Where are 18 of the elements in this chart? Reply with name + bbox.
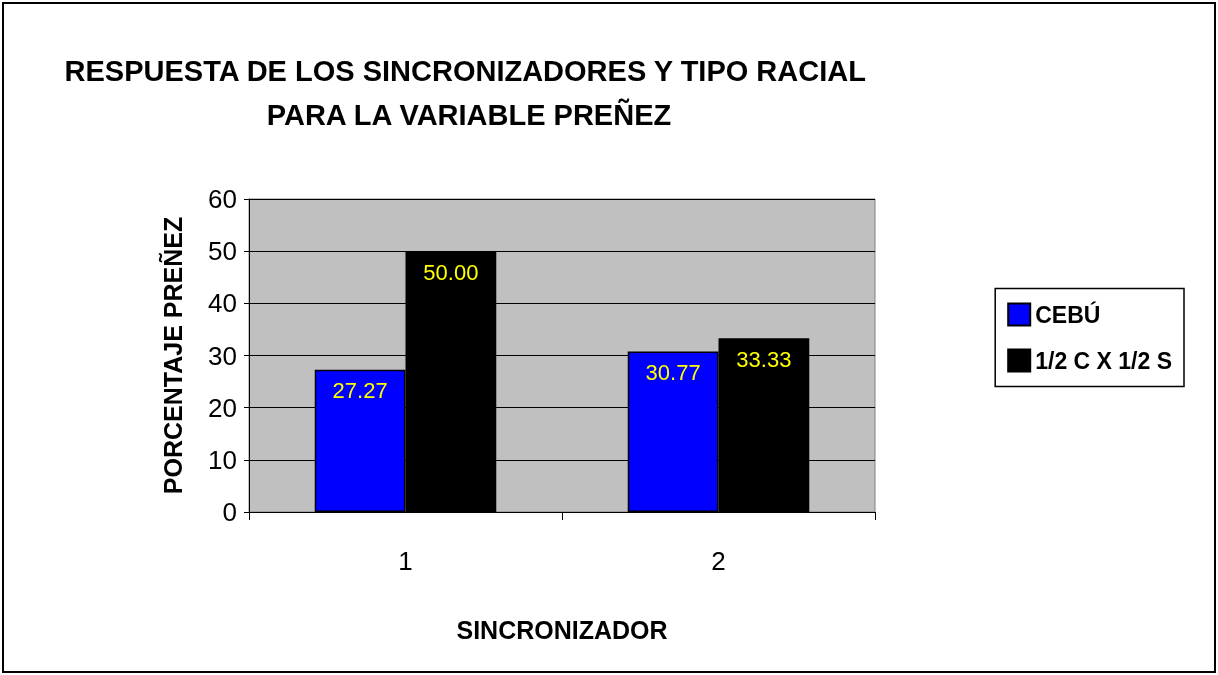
y-tick-label: 10: [208, 444, 237, 475]
y-tick-label: 30: [208, 340, 237, 371]
y-tick-label: 40: [208, 288, 237, 319]
text: 33.33: [736, 346, 792, 372]
text: 27.27: [332, 378, 388, 404]
y-tick-label: 50: [208, 236, 237, 267]
y-tick-label: 60: [208, 184, 237, 214]
legend-label: CEBÚ: [1035, 300, 1101, 328]
x-tick-label: 1: [398, 546, 413, 576]
text: 30.77: [645, 359, 701, 385]
y-tick-label: 0: [222, 497, 237, 527]
legend-label: 1/2 C X 1/2 S: [1035, 347, 1173, 374]
chart-title: RESPUESTA DE LOS SINCRONIZADORES Y TIPO RACIAL PARA LA VARIABLE PREÑEZ: [64, 55, 874, 131]
x-tick-label: 2: [711, 546, 726, 576]
x-axis-title: SINCRONIZADOR: [456, 615, 668, 644]
text: 50.00: [423, 259, 479, 285]
y-axis-title: PORCENTAJE PREÑEZ: [158, 216, 187, 495]
y-tick-label: 20: [208, 392, 237, 423]
